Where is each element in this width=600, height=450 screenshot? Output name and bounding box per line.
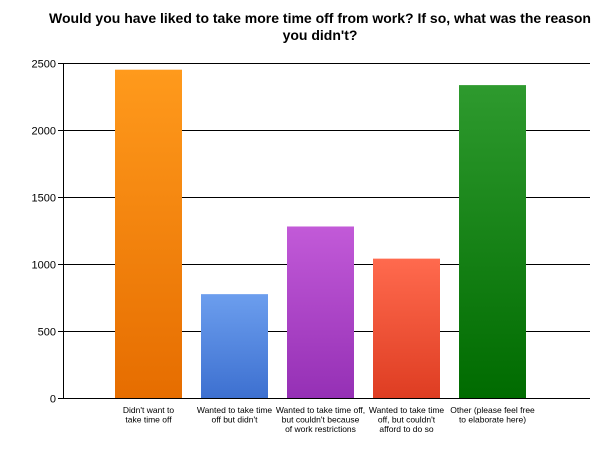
y-tick-label: 1000 [32, 260, 56, 272]
x-tick-label: Wanted to take time off, but couldn't bec… [276, 405, 365, 434]
bar [373, 258, 440, 398]
y-tick-label: 2500 [32, 59, 56, 71]
x-tick-label: Other (please feel free to elaborate here… [450, 405, 535, 425]
y-tick-label: 0 [50, 394, 56, 406]
x-tick-label: Wanted to take time off, but couldn't affo… [369, 405, 445, 434]
bar [115, 69, 182, 398]
axes [58, 63, 64, 399]
y-tick-label: 1500 [32, 193, 56, 205]
labels: 0 500 1000 1500 2000 2500 Didn't want to take t… [32, 59, 536, 435]
x-tick-label: Wanted to take time off but didn't [197, 405, 273, 425]
bar [287, 226, 354, 398]
y-tick-label: 2000 [32, 126, 56, 138]
chart-title: Would you have liked to take more time o… [49, 10, 591, 43]
y-tick-label: 500 [38, 327, 56, 339]
bars [115, 69, 526, 399]
bar [459, 85, 526, 399]
x-tick-label: Didn't want to take time off [123, 405, 175, 425]
bar [201, 294, 268, 398]
